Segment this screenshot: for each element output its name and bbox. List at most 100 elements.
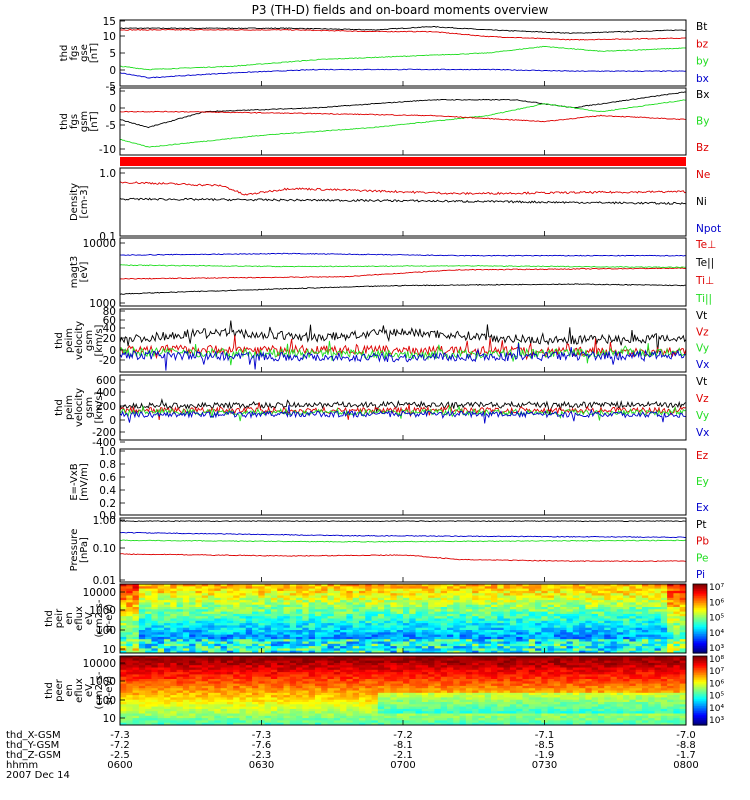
- heatmap-cell: [528, 613, 536, 617]
- heatmap-cell: [679, 623, 687, 626]
- heatmap-cell: [503, 639, 511, 642]
- legend-label: Te||: [695, 257, 714, 269]
- heatmap-cell: [453, 584, 461, 587]
- heatmap-cell: [164, 665, 171, 668]
- heatmap-cell: [176, 595, 184, 599]
- heatmap-cell: [176, 632, 184, 636]
- heatmap-cell: [220, 697, 228, 701]
- heatmap-cell: [673, 600, 681, 603]
- heatmap-cell: [491, 688, 498, 691]
- heatmap-cell: [132, 627, 140, 631]
- heatmap-cell: [340, 613, 347, 617]
- heatmap-cell: [654, 616, 662, 619]
- heatmap-cell: [333, 690, 341, 694]
- heatmap-cell: [522, 704, 530, 708]
- heatmap-cell: [201, 718, 209, 721]
- heatmap-cell: [264, 713, 272, 717]
- heatmap-cell: [352, 634, 360, 638]
- heatmap-cell: [491, 613, 498, 617]
- heatmap-cell: [572, 620, 580, 624]
- heatmap-cell: [472, 607, 479, 610]
- heatmap-cell: [189, 706, 196, 710]
- heatmap-cell: [296, 639, 303, 642]
- heatmap-cell: [509, 679, 517, 682]
- heatmap-cell: [352, 595, 360, 599]
- heatmap-cell: [384, 662, 391, 666]
- heatmap-cell: [415, 702, 423, 705]
- heatmap-cell: [604, 646, 612, 649]
- heatmap-cell: [270, 625, 278, 629]
- heatmap-cell: [277, 597, 285, 601]
- heatmap-cell: [208, 699, 215, 703]
- heatmap-cell: [465, 676, 473, 680]
- heatmap-cell: [365, 697, 373, 701]
- heatmap-cell: [214, 604, 222, 608]
- heatmap-cell: [151, 597, 159, 601]
- heatmap-cell: [365, 639, 373, 642]
- heatmap-cell: [258, 665, 266, 668]
- heatmap-cell: [239, 711, 247, 714]
- heatmap-cell: [484, 683, 492, 687]
- heatmap-cell: [459, 590, 467, 594]
- heatmap-cell: [296, 704, 303, 708]
- heatmap-cell: [170, 586, 178, 590]
- heatmap-cell: [667, 636, 674, 640]
- heatmap-cell: [604, 607, 612, 610]
- heatmap-cell: [390, 685, 398, 689]
- heatmap-cell: [472, 636, 479, 640]
- heatmap-cell: [597, 634, 605, 638]
- heatmap-cell: [522, 674, 530, 678]
- heatmap-cell: [245, 625, 253, 629]
- heatmap-cell: [214, 660, 222, 664]
- heatmap-cell: [491, 600, 498, 603]
- heatmap-cell: [233, 618, 240, 622]
- heatmap-cell: [591, 636, 599, 640]
- heatmap-cell: [635, 604, 643, 608]
- heatmap-cell: [616, 609, 624, 613]
- heatmap-cell: [453, 590, 461, 594]
- heatmap-cell: [340, 681, 347, 685]
- heatmap-cell: [421, 595, 429, 599]
- heatmap-cell: [440, 636, 448, 640]
- heatmap-cell: [289, 602, 297, 606]
- heatmap-cell: [522, 692, 530, 696]
- heatmap-cell: [472, 634, 479, 638]
- heatmap-cell: [296, 699, 303, 703]
- heatmap-cell: [478, 607, 486, 610]
- heatmap-cell: [509, 695, 517, 698]
- heatmap-cell: [497, 618, 505, 622]
- heatmap-cell: [679, 611, 687, 615]
- heatmap-cell: [189, 669, 196, 673]
- heatmap-cell: [503, 609, 511, 613]
- heatmap-cell: [579, 632, 586, 636]
- heatmap-cell: [403, 702, 410, 705]
- heatmap-cell: [585, 590, 593, 594]
- heatmap-cell: [145, 692, 152, 696]
- heatmap-cell: [535, 720, 542, 724]
- heatmap-cell: [472, 695, 479, 698]
- heatmap-cell: [352, 602, 360, 606]
- heatmap-cell: [572, 625, 580, 629]
- heatmap-cell: [535, 658, 542, 662]
- heatmap-cell: [579, 641, 586, 645]
- heatmap-cell: [145, 613, 152, 617]
- heatmap-cell: [151, 641, 159, 645]
- heatmap-cell: [277, 681, 285, 685]
- heatmap-cell: [579, 595, 586, 599]
- heatmap-cell: [170, 618, 178, 622]
- heatmap-cell: [560, 636, 568, 640]
- heatmap-cell: [352, 699, 360, 703]
- heatmap-cell: [365, 695, 373, 698]
- heatmap-cell: [591, 586, 599, 590]
- heatmap-cell: [566, 611, 574, 615]
- heatmap-cell: [245, 711, 253, 714]
- heatmap-cell: [585, 611, 593, 615]
- heatmap-cell: [428, 604, 435, 608]
- heatmap-cell: [258, 713, 266, 717]
- heatmap-cell: [145, 706, 152, 710]
- heatmap-cell: [314, 704, 322, 708]
- heatmap-cell: [151, 618, 159, 622]
- heatmap-cell: [371, 708, 379, 712]
- heatmap-cell: [346, 718, 354, 721]
- heatmap-cell: [132, 609, 140, 613]
